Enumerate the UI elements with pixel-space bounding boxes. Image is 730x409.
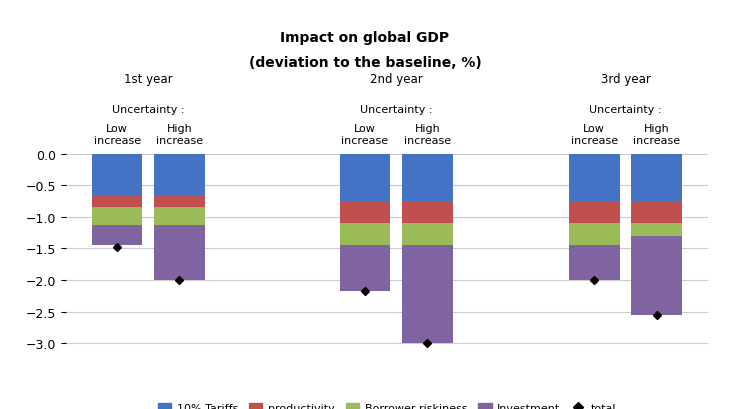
Text: Low
increase: Low increase: [571, 124, 618, 145]
Bar: [569, 224, 620, 246]
Text: High
increase: High increase: [633, 124, 680, 145]
Bar: [92, 208, 142, 226]
Bar: [92, 155, 142, 196]
Text: 1st year: 1st year: [124, 73, 172, 86]
Bar: [402, 155, 453, 202]
Bar: [339, 224, 390, 246]
Bar: [402, 224, 453, 246]
Bar: [402, 246, 453, 343]
Text: Low
increase: Low increase: [93, 124, 141, 145]
Bar: [631, 155, 682, 202]
Text: Uncertainty :: Uncertainty :: [589, 105, 662, 115]
Bar: [631, 224, 682, 236]
Bar: [339, 202, 390, 224]
Text: Uncertainty :: Uncertainty :: [360, 105, 432, 115]
Bar: [154, 208, 204, 226]
Bar: [339, 155, 390, 202]
Bar: [631, 236, 682, 315]
Bar: [154, 155, 204, 196]
Bar: [154, 226, 204, 280]
Bar: [569, 246, 620, 280]
Text: High
increase: High increase: [404, 124, 451, 145]
Bar: [402, 202, 453, 224]
Bar: [339, 246, 390, 291]
Text: Impact on global GDP: Impact on global GDP: [280, 31, 450, 45]
Text: Uncertainty :: Uncertainty :: [112, 105, 185, 115]
Text: High
increase: High increase: [156, 124, 203, 145]
Bar: [569, 202, 620, 224]
Bar: [92, 226, 142, 246]
Text: 3rd year: 3rd year: [601, 73, 650, 86]
Text: (deviation to the baseline, %): (deviation to the baseline, %): [249, 56, 481, 70]
Text: 2nd year: 2nd year: [369, 73, 423, 86]
Bar: [569, 155, 620, 202]
Bar: [154, 196, 204, 208]
Text: Low
increase: Low increase: [342, 124, 388, 145]
Legend: 10% Tariffs, productivity, Borrower riskiness, Investment, total: 10% Tariffs, productivity, Borrower risk…: [153, 398, 620, 409]
Bar: [92, 196, 142, 208]
Bar: [631, 202, 682, 224]
